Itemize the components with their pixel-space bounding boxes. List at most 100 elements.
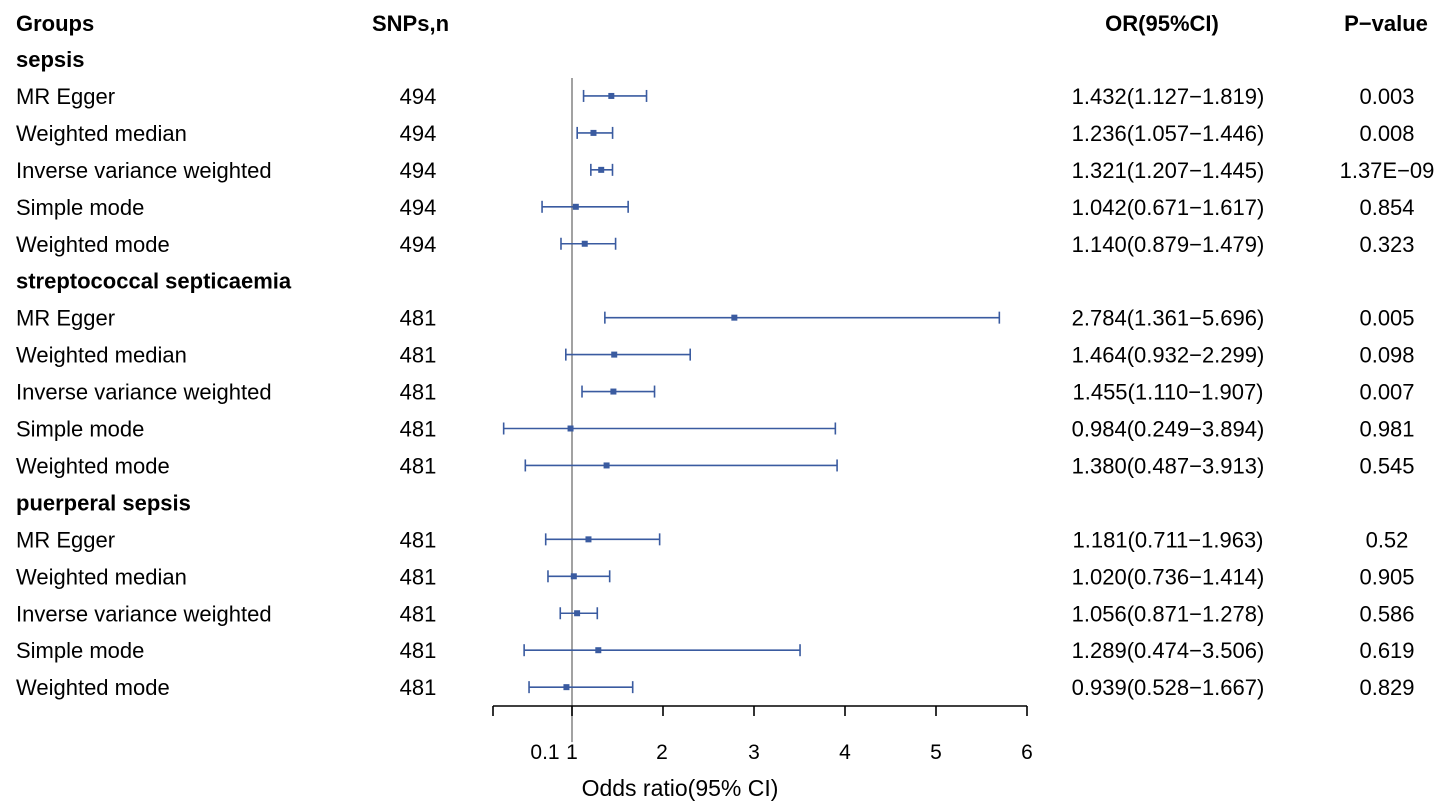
or-ci-label: 1.020(0.736−1.414)	[1072, 564, 1265, 589]
table-row: Inverse variance weighted 481 1.455(1.110−…	[16, 380, 1415, 405]
pvalue-label: 0.098	[1359, 343, 1414, 368]
table-row: Simple mode 481 1.289(0.474−3.506) 0.619	[16, 638, 1415, 663]
table-row: Weighted median 481 1.020(0.736−1.414) 0.90…	[16, 564, 1415, 589]
point-estimate	[603, 462, 610, 469]
snps-count: 494	[400, 84, 437, 109]
table-row: Weighted median 494 1.236(1.057−1.446) 0.00…	[16, 121, 1415, 146]
group-label: puerperal sepsis	[16, 490, 191, 515]
group-label: sepsis	[16, 47, 85, 72]
confidence-interval	[590, 163, 614, 176]
header-groups: Groups	[16, 11, 94, 36]
confidence-interval	[541, 200, 629, 213]
snps-count: 481	[400, 380, 437, 405]
snps-count: 481	[400, 527, 437, 552]
table-rows: sepsis MR Egger 494 1.432(1.127−1.819) 0.003…	[16, 47, 1435, 743]
method-label: Weighted median	[16, 343, 187, 368]
table-row: MR Egger 494 1.432(1.127−1.819) 0.003	[16, 84, 1415, 109]
snps-count: 481	[400, 343, 437, 368]
confidence-interval	[523, 644, 801, 657]
x-tick-label: 0.1	[530, 741, 559, 764]
method-label: Weighted median	[16, 121, 187, 146]
pvalue-label: 0.586	[1359, 601, 1414, 626]
x-tick-label: 2	[656, 741, 668, 764]
or-ci-label: 1.432(1.127−1.819)	[1072, 84, 1265, 109]
snps-count: 481	[400, 564, 437, 589]
x-tick-label: 3	[748, 741, 760, 764]
or-ci-label: 0.984(0.249−3.894)	[1072, 417, 1265, 442]
method-label: MR Egger	[16, 306, 115, 331]
confidence-interval	[547, 570, 611, 583]
point-estimate	[608, 92, 615, 99]
method-label: MR Egger	[16, 527, 115, 552]
snps-count: 494	[400, 121, 437, 146]
header-snps: SNPs,n	[372, 11, 449, 36]
confidence-interval	[604, 311, 1001, 324]
confidence-interval	[565, 348, 692, 361]
pvalue-label: 0.005	[1359, 306, 1414, 331]
confidence-interval	[544, 533, 661, 546]
method-label: Weighted mode	[16, 453, 170, 478]
x-axis-title: Odds ratio(95% CI)	[582, 775, 779, 801]
snps-count: 481	[400, 417, 437, 442]
method-label: MR Egger	[16, 84, 115, 109]
table-row: Weighted median 481 1.464(0.932−2.299) 0.09…	[16, 343, 1415, 368]
pvalue-label: 0.003	[1359, 84, 1414, 109]
snps-count: 481	[400, 601, 437, 626]
snps-count: 481	[400, 638, 437, 663]
or-ci-label: 1.289(0.474−3.506)	[1072, 638, 1265, 663]
table-row: Simple mode 481 0.984(0.249−3.894) 0.981	[16, 417, 1415, 442]
confidence-interval	[582, 89, 648, 102]
group-label: streptococcal septicaemia	[16, 269, 292, 294]
snps-count: 481	[400, 675, 437, 700]
or-ci-label: 1.181(0.711−1.963)	[1072, 527, 1263, 552]
header-or-ci: OR(95%CI)	[1105, 11, 1219, 36]
point-estimate	[563, 684, 570, 691]
method-label: Weighted mode	[16, 675, 170, 700]
or-ci-label: 1.056(0.871−1.278)	[1072, 601, 1265, 626]
confidence-interval	[560, 237, 617, 250]
or-ci-label: 2.784(1.361−5.696)	[1072, 306, 1265, 331]
table-row: Weighted mode 494 1.140(0.879−1.479) 0.323	[16, 232, 1415, 257]
point-estimate	[611, 351, 618, 358]
point-estimate	[585, 536, 592, 543]
snps-count: 481	[400, 453, 437, 478]
table-row: Simple mode 494 1.042(0.671−1.617) 0.854	[16, 195, 1415, 220]
method-label: Inverse variance weighted	[16, 158, 272, 183]
table-row: Weighted mode 481 0.939(0.528−1.667) 0.829	[16, 675, 1415, 700]
point-estimate	[731, 314, 738, 321]
pvalue-label: 0.008	[1359, 121, 1414, 146]
point-estimate	[595, 647, 602, 654]
x-tick-label: 6	[1021, 741, 1033, 764]
confidence-interval	[576, 126, 614, 139]
or-ci-label: 1.380(0.487−3.913)	[1072, 453, 1265, 478]
or-ci-label: 1.321(1.207−1.445)	[1072, 158, 1265, 183]
pvalue-label: 0.619	[1359, 638, 1414, 663]
method-label: Weighted mode	[16, 232, 170, 257]
pvalue-label: 1.37E−09	[1340, 158, 1435, 183]
or-ci-label: 0.939(0.528−1.667)	[1072, 675, 1265, 700]
or-ci-label: 1.042(0.671−1.617)	[1072, 195, 1265, 220]
point-estimate	[598, 166, 605, 173]
or-ci-label: 1.464(0.932−2.299)	[1072, 343, 1265, 368]
method-label: Simple mode	[16, 195, 144, 220]
x-tick-label: 4	[839, 741, 851, 764]
or-ci-label: 1.236(1.057−1.446)	[1072, 121, 1265, 146]
pvalue-label: 0.905	[1359, 564, 1414, 589]
confidence-interval	[581, 385, 656, 398]
method-label: Weighted median	[16, 564, 187, 589]
confidence-interval	[528, 681, 634, 694]
point-estimate	[590, 129, 597, 136]
method-label: Inverse variance weighted	[16, 601, 272, 626]
point-estimate	[581, 240, 588, 247]
header-pvalue: P−value	[1344, 11, 1428, 36]
pvalue-label: 0.323	[1359, 232, 1414, 257]
pvalue-label: 0.545	[1359, 453, 1414, 478]
snps-count: 494	[400, 158, 437, 183]
point-estimate	[574, 610, 581, 617]
pvalue-label: 0.854	[1359, 195, 1414, 220]
x-tick-label: 5	[930, 741, 942, 764]
or-ci-label: 1.140(0.879−1.479)	[1072, 232, 1265, 257]
table-row: Weighted mode 481 1.380(0.487−3.913) 0.545	[16, 453, 1415, 478]
method-label: Inverse variance weighted	[16, 380, 272, 405]
confidence-interval	[502, 422, 837, 435]
